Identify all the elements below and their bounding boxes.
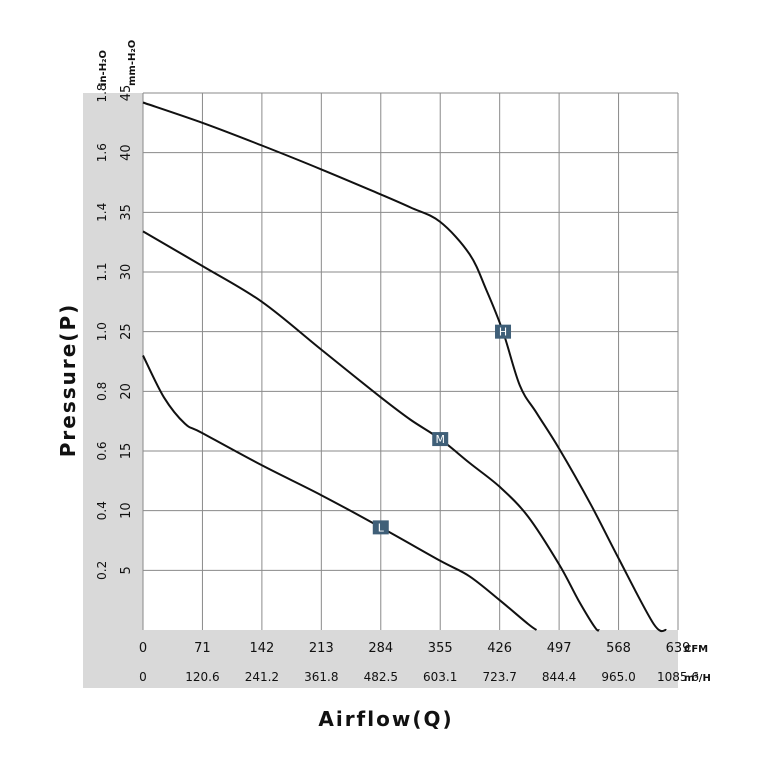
y-tick-label-inh2o: 0.2 — [95, 561, 109, 580]
series-marker-l — [372, 520, 389, 535]
x-tick-label-m3h: 482.5 — [364, 670, 398, 684]
x-tick-label-m3h: 120.6 — [185, 670, 219, 684]
x-axis-band — [83, 630, 678, 688]
y-tick-label-mmh2o: 5 — [119, 566, 134, 574]
x-tick-label-m3h: 1085.6 — [657, 670, 699, 684]
x-tick-labels: 0 0 71 120.6 142 241.2 213 361.8 284 482.5 355 603.… — [139, 641, 699, 684]
series-line-h — [142, 101, 667, 633]
y-tick-label-inh2o: 1.0 — [95, 322, 109, 341]
y-tick-label-inh2o: 1.8 — [95, 83, 109, 102]
y-tick-label-mmh2o: 25 — [119, 323, 134, 340]
x-tick-label-m3h: 0 — [139, 670, 147, 684]
series-line-l — [142, 355, 538, 631]
x-tick-label-cfm: 142 — [249, 641, 274, 656]
x-tick-label-m3h: 603.1 — [423, 670, 457, 684]
y-unit-mmh2o: mm-H₂O — [127, 40, 138, 86]
series-marker-h — [495, 324, 512, 339]
y-tick-label-mmh2o: 35 — [119, 204, 134, 221]
x-tick-label-cfm: 71 — [194, 641, 211, 656]
series-marker-label: L — [378, 521, 385, 534]
x-tick-label-m3h: 844.4 — [542, 670, 576, 684]
x-tick-label-cfm: 213 — [309, 641, 334, 656]
grid-lines — [142, 92, 679, 630]
x-tick-label-m3h: 361.8 — [304, 670, 338, 684]
x-tick-label-m3h: 241.2 — [245, 670, 279, 684]
y-tick-label-inh2o: 0.4 — [95, 501, 109, 520]
x-tick-label-cfm: 0 — [139, 641, 147, 656]
y-tick-label-mmh2o: 45 — [119, 85, 134, 102]
x-unit-m3h: m³/H — [684, 673, 711, 684]
x-tick-label-m3h: 723.7 — [482, 670, 516, 684]
x-tick-label-m3h: 965.0 — [601, 670, 635, 684]
series-marker-m — [432, 432, 449, 447]
x-tick-label-cfm: 284 — [368, 641, 393, 656]
y-tick-label-mmh2o: 20 — [119, 383, 134, 400]
x-tick-label-cfm: 355 — [428, 641, 453, 656]
y-tick-label-mmh2o: 40 — [119, 144, 134, 161]
series-marker-label: M — [435, 433, 445, 446]
y-tick-label-inh2o: 1.6 — [95, 143, 109, 162]
x-unit-cfm: CFM — [684, 644, 708, 655]
y-tick-label-inh2o: 0.8 — [95, 382, 109, 401]
x-axis-title: Airflow(Q) — [318, 707, 453, 731]
x-tick-label-cfm: 497 — [547, 641, 572, 656]
y-tick-label-inh2o: 1.4 — [95, 203, 109, 222]
y-tick-label-mmh2o: 10 — [119, 502, 134, 519]
y-tick-labels: 5 0.2 10 0.4 15 0.6 20 0.8 25 1.0 30 1.1 35 1.4 40 1.6 4… — [95, 83, 134, 579]
y-tick-label-inh2o: 0.6 — [95, 441, 109, 460]
plot-area — [143, 93, 678, 630]
y-tick-label-inh2o: 1.1 — [95, 262, 109, 281]
x-tick-label-cfm: 426 — [487, 641, 512, 656]
x-tick-label-cfm: 568 — [606, 641, 631, 656]
y-axis-band — [83, 93, 143, 659]
y-axis-title: Pressure(P) — [56, 303, 80, 458]
series-marker-label: H — [499, 326, 507, 339]
y-unit-inh2o: in-H₂O — [98, 50, 109, 86]
x-tick-label-cfm: 639 — [666, 641, 691, 656]
y-tick-label-mmh2o: 15 — [119, 443, 134, 460]
y-tick-label-mmh2o: 30 — [119, 264, 134, 281]
series-group: H M L — [142, 101, 667, 633]
